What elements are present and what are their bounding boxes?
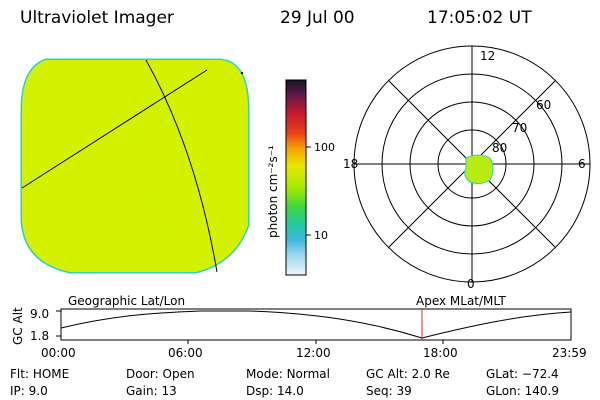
mlt-label-12: 12: [480, 49, 495, 63]
status-gc-alt: GC Alt: 2.0 Re: [366, 367, 450, 381]
colorbar-label-10: 10: [314, 229, 328, 242]
timeline-xlabel-1200: 12:00: [296, 346, 331, 360]
status-dsp-label: Dsp:: [246, 384, 274, 398]
instrument-title: Ultraviolet Imager: [20, 8, 174, 28]
status-glon: GLon: 140.9: [486, 384, 559, 398]
timeline-frame: [60, 308, 572, 341]
status-ip: IP: 9.0: [10, 384, 48, 398]
status-glon-value: 140.9: [524, 384, 559, 398]
geographic-meridian-line: [145, 59, 218, 273]
status-gc-alt-value: 2.0 Re: [411, 367, 450, 381]
timeline-xlabel-2359: 23:59: [552, 346, 587, 360]
status-flight-label: Flt:: [10, 367, 29, 381]
status-glat: GLat: −72.4: [486, 367, 559, 381]
mlt-label-18: 18: [343, 157, 358, 171]
geographic-grid-line: [21, 69, 208, 189]
status-mode-label: Mode:: [246, 367, 283, 381]
status-gain: Gain: 13: [126, 384, 177, 398]
mlt-label-0: 0: [467, 277, 475, 291]
status-glat-label: GLat:: [486, 367, 519, 381]
status-gc-alt-label: GC Alt:: [366, 367, 408, 381]
status-mode: Mode: Normal: [246, 367, 330, 381]
timeline-apex-label: Apex MLat/MLT: [416, 294, 506, 308]
status-flight: Flt: HOME: [10, 367, 69, 381]
timeline-ylabel-1.8: 1.8: [30, 329, 49, 343]
mlat-label-70: 70: [512, 121, 527, 135]
altitude-curve: [60, 310, 572, 339]
status-door-label: Door:: [126, 367, 159, 381]
mlt-label-6: 6: [578, 157, 586, 171]
timeline-axis-label: GC Alt: [11, 307, 25, 345]
status-glon-label: GLon:: [486, 384, 521, 398]
colorbar-label-100: 100: [314, 141, 335, 154]
timeline-ylabel-9: 9.0: [30, 307, 49, 321]
status-gain-label: Gain:: [126, 384, 158, 398]
timeline-xlabel-0000: 00:00: [41, 346, 76, 360]
colorbar-unit-label: photon cm⁻²s⁻¹: [266, 145, 280, 238]
colorbar-gradient: [285, 79, 307, 276]
status-seq-value: 39: [396, 384, 412, 398]
status-flight-value: HOME: [32, 367, 70, 381]
color-scale-bar: 100 10 photon cm⁻²s⁻¹: [266, 79, 335, 276]
time-label: 17:05:02 UT: [427, 8, 532, 28]
status-door-value: Open: [162, 367, 195, 381]
altitude-timeline: Geographic Lat/Lon Apex MLat/MLT 9.0 1.8…: [11, 294, 587, 360]
mlat-label-60: 60: [536, 98, 551, 112]
date-label: 29 Jul 00: [280, 8, 355, 28]
status-door: Door: Open: [126, 367, 195, 381]
timeline-xlabel-0600: 06:00: [168, 346, 203, 360]
status-seq: Seq: 39: [366, 384, 412, 398]
image-tick-mark: [241, 72, 243, 74]
uv-image-disk: [20, 58, 250, 274]
timeline-xlabel-1800: 18:00: [423, 346, 458, 360]
status-dsp: Dsp: 14.0: [246, 384, 304, 398]
polar-plot: 12 18 6 0 60 70 80: [343, 45, 591, 291]
status-dsp-value: 14.0: [276, 384, 304, 398]
status-mode-value: Normal: [286, 367, 330, 381]
status-ip-value: 9.0: [28, 384, 48, 398]
mlat-label-80: 80: [492, 141, 507, 155]
status-ip-label: IP:: [10, 384, 25, 398]
status-seq-label: Seq:: [366, 384, 393, 398]
timeline-geographic-label: Geographic Lat/Lon: [68, 294, 185, 308]
status-glat-value: −72.4: [521, 367, 559, 381]
status-gain-value: 13: [161, 384, 177, 398]
auroral-spot: [464, 154, 494, 185]
